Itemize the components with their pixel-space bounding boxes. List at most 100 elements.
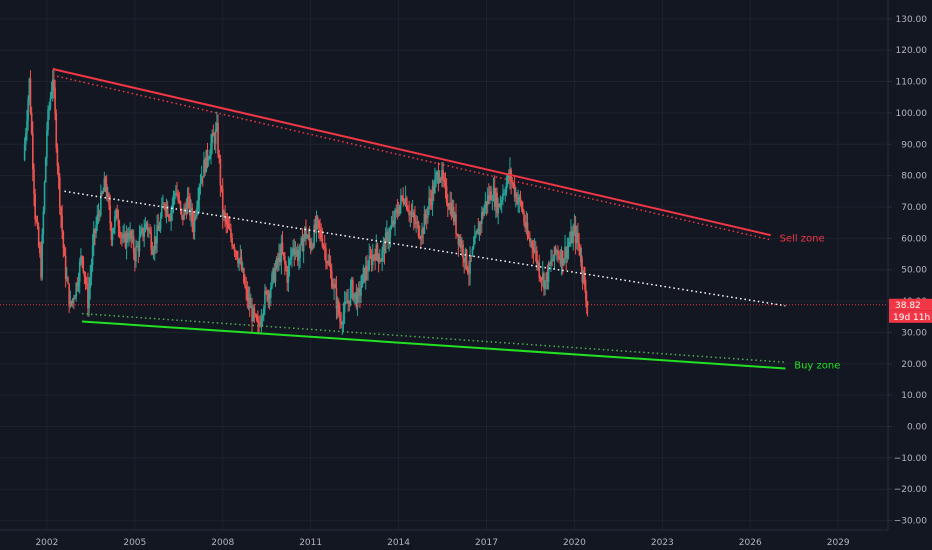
last-price-label: 38.82	[895, 301, 921, 311]
candle-body	[259, 324, 262, 326]
candle-body	[245, 285, 247, 290]
candle-body	[260, 319, 263, 326]
y-tick-label: −10.00	[894, 454, 928, 464]
candle-body	[394, 210, 396, 225]
candle-body	[463, 258, 466, 263]
candle-body	[498, 204, 501, 207]
candle-body	[388, 237, 390, 243]
candle-body	[124, 233, 127, 248]
candle-body	[170, 209, 172, 221]
candle-body	[107, 194, 109, 197]
candle-body	[420, 237, 422, 239]
candle-body	[554, 246, 557, 253]
candle-body	[381, 250, 383, 262]
candle-body	[48, 107, 51, 110]
trendline-lower-inner[interactable]	[82, 312, 786, 363]
candle-body	[119, 234, 122, 236]
candle-body	[581, 257, 583, 273]
candle-body	[261, 316, 264, 320]
candle-body	[472, 244, 475, 249]
candle-body	[540, 278, 543, 280]
price-axis[interactable]: 130.00 120.00 110.00 100.00 90.00 80.00 70.00 6…	[888, 15, 927, 527]
candle-body	[112, 227, 115, 233]
candle-body	[265, 291, 267, 293]
zone-annotations: Sell zone Buy zone	[780, 233, 841, 371]
candle-body	[232, 246, 235, 248]
candle-body	[468, 272, 470, 274]
candle-body	[445, 186, 448, 203]
candle-body	[469, 255, 471, 274]
candle-body	[371, 254, 374, 266]
candle-body	[396, 209, 399, 214]
candle-body	[506, 174, 509, 184]
candle-body	[258, 322, 260, 325]
candle-body	[159, 217, 162, 230]
candle-body	[144, 223, 147, 232]
candle-body	[168, 215, 170, 218]
trendlines[interactable]	[52, 68, 786, 370]
candle-body	[274, 268, 277, 282]
candle-body	[234, 250, 237, 252]
candle-body	[373, 254, 375, 256]
candle-body	[558, 256, 560, 258]
candle-body	[103, 178, 106, 192]
candle-body	[579, 246, 582, 256]
candle-body	[376, 244, 379, 255]
candle-body	[454, 214, 456, 222]
candle-body	[298, 257, 300, 261]
last-price-badge-bg	[889, 298, 932, 311]
candle-body	[496, 192, 498, 214]
candle-body	[309, 241, 312, 250]
candle-body	[574, 225, 577, 243]
candle-body	[519, 196, 522, 202]
candle-body	[336, 301, 339, 309]
candle-body	[221, 188, 224, 217]
candle-body	[60, 207, 62, 216]
candle-body	[281, 242, 284, 253]
candle-body	[307, 234, 310, 238]
candle-body	[272, 268, 274, 274]
x-tick-label: 2008	[211, 538, 234, 548]
candle-body	[132, 236, 135, 253]
trendline-lower[interactable]	[81, 320, 786, 370]
buy-zone-label: Buy zone	[794, 360, 840, 371]
candle-body	[585, 300, 588, 302]
candle-body	[47, 109, 49, 131]
trendline-upper[interactable]	[52, 68, 771, 237]
candle-body	[301, 238, 304, 252]
candle-body	[35, 219, 38, 222]
candle-body	[363, 267, 366, 281]
candle-body	[280, 242, 283, 263]
time-axis[interactable]: 2002 2005 2008 2011 2014 2017 2020 2023 2026 2029	[35, 538, 849, 548]
candle-body	[180, 208, 183, 215]
candle-body	[346, 301, 348, 304]
candle-body	[96, 214, 99, 225]
candle-body	[150, 232, 153, 250]
candle-body	[128, 238, 130, 240]
candle-body	[139, 231, 142, 237]
candle-body	[29, 78, 32, 113]
candle-body	[386, 231, 388, 234]
candle-body	[138, 236, 141, 252]
candle-body	[187, 196, 190, 198]
y-tick-label: 120.00	[896, 46, 928, 56]
candle-body	[111, 232, 114, 240]
candle-body	[384, 233, 387, 254]
candle-body	[321, 238, 324, 246]
candle-body	[566, 247, 569, 259]
candle-body	[457, 234, 460, 245]
candle-body	[451, 206, 454, 216]
candle-body	[525, 222, 528, 228]
candle-body	[329, 265, 332, 272]
candle-body	[536, 250, 538, 264]
trendline-middle[interactable]	[64, 190, 786, 307]
trendline-upper-inner[interactable]	[52, 74, 771, 241]
candle-body	[502, 193, 504, 200]
candle-body	[539, 277, 542, 279]
candle-body	[330, 271, 333, 288]
y-tick-label: −20.00	[894, 485, 928, 495]
candle-body	[56, 148, 59, 166]
candle-body	[495, 192, 497, 207]
candle-body	[289, 257, 292, 260]
